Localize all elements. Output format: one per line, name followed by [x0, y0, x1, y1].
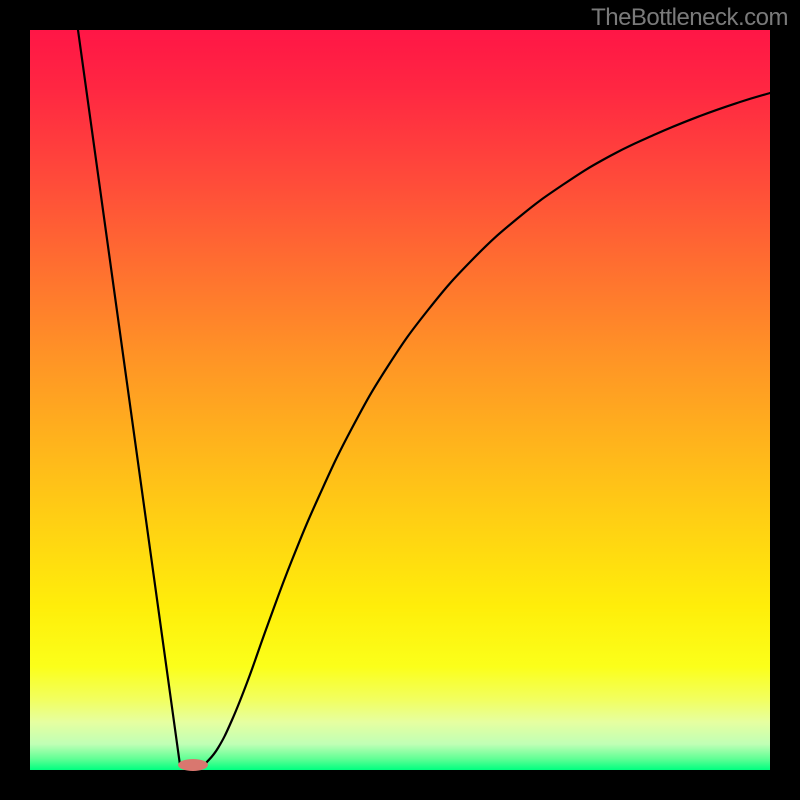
- optimal-point-marker: [178, 759, 208, 771]
- chart-container: TheBottleneck.com: [0, 0, 800, 800]
- bottleneck-chart: [0, 0, 800, 800]
- plot-gradient-area: [30, 30, 770, 770]
- watermark-text: TheBottleneck.com: [591, 4, 788, 32]
